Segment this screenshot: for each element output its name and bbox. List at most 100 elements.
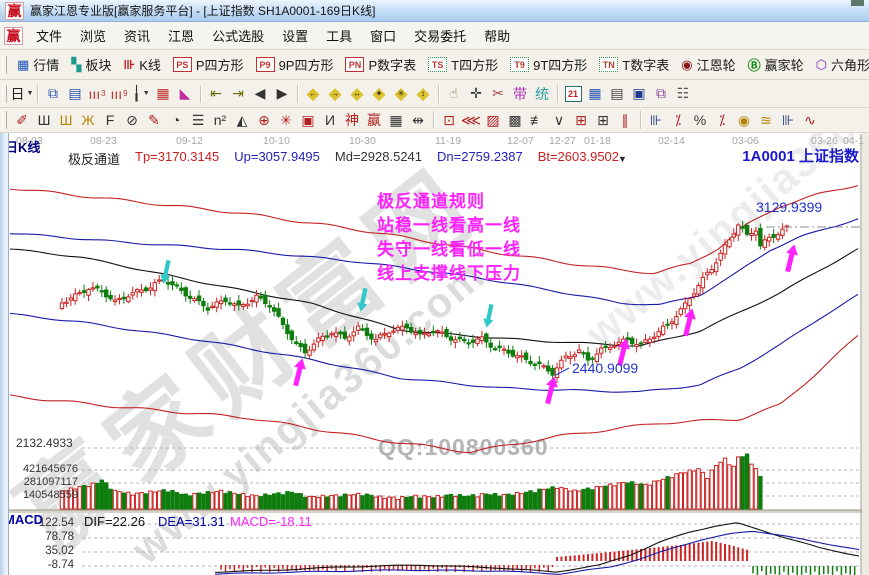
candle-style-icon[interactable]: ╽ ▼ xyxy=(132,85,150,101)
toolbar-button-label: P数字表 xyxy=(368,58,417,73)
toolbar-button-赢家轮[interactable]: Ⓑ 赢家轮 xyxy=(742,55,810,74)
kline-chart[interactable] xyxy=(0,133,869,575)
menu-8[interactable]: 交易委托 xyxy=(414,29,467,44)
parallel-lines-icon[interactable]: ∥ xyxy=(621,111,629,128)
toolbar-grip[interactable] xyxy=(2,55,7,74)
notes-icon[interactable]: ▤ xyxy=(610,85,624,101)
fit-all-icon[interactable]: ◆ ✦ xyxy=(372,83,386,103)
zoom-out-icon[interactable]: ◆ ✳ xyxy=(394,83,408,103)
stats-tool-icon[interactable]: 统 xyxy=(535,85,549,102)
gann-fan-icon[interactable]: ◔ xyxy=(171,112,181,128)
shen-stamp-icon[interactable]: 神 xyxy=(345,112,359,128)
chart-left-scroll-strip[interactable] xyxy=(0,133,9,575)
pen-tool-icon[interactable]: ✐ xyxy=(16,111,28,128)
shaded-box-dark-icon[interactable]: ▩ xyxy=(508,111,522,128)
number-grid-icon[interactable]: ▦ xyxy=(389,111,403,128)
toolbar-button-9T四方形[interactable]: T9 9T四方形 xyxy=(504,55,593,74)
go-first-icon[interactable]: ⇤ xyxy=(210,85,222,101)
shaded-box-red-icon[interactable]: ▨ xyxy=(486,111,500,128)
save-icon[interactable]: ▣ xyxy=(632,85,646,101)
gold-lines-2-icon[interactable]: Ж xyxy=(81,112,95,128)
annotation-line: 极反通道规则 xyxy=(377,192,485,211)
hexagon-icon: ⬡ xyxy=(815,56,827,72)
menu-3[interactable]: 江恩 xyxy=(168,29,195,44)
menu-9[interactable]: 帮助 xyxy=(484,29,511,44)
window-style-icon[interactable]: ⧉ xyxy=(48,85,58,101)
toolbar-button-P四方形[interactable]: PS P四方形 xyxy=(167,55,250,74)
pencil-lines-icon[interactable]: ≢ xyxy=(530,112,544,128)
zigzag-tool-icon[interactable]: ∨ xyxy=(553,111,565,128)
menu-0[interactable]: 文件 xyxy=(36,29,63,44)
color-kline-icon[interactable]: ◣ xyxy=(179,85,191,101)
copy-chart-icon[interactable]: ⧉ xyxy=(656,85,666,101)
menu-1[interactable]: 浏览 xyxy=(80,29,107,44)
percent-tool-icon[interactable]: % xyxy=(693,112,707,128)
diamond-arrow-glyph: ↔ xyxy=(353,88,361,98)
calendar-icon[interactable]: 21 xyxy=(562,84,584,104)
menu-4[interactable]: 公式选股 xyxy=(212,29,265,44)
toolbar-button-T数字表[interactable]: TN T数字表 xyxy=(593,55,675,74)
pan-left-icon[interactable]: ◆ ← xyxy=(306,83,320,103)
go-prev-icon[interactable]: ◀ xyxy=(254,85,266,101)
go-last-icon[interactable]: ⇥ xyxy=(232,85,244,101)
ribbon-tool-icon[interactable]: 带 xyxy=(513,85,527,102)
toolbar-button-行情[interactable]: ▦ 行情 xyxy=(11,55,65,74)
gold-coin-icon[interactable]: ◉ xyxy=(737,111,751,128)
toolbar-button-9P四方形[interactable]: P9 9P四方形 xyxy=(250,55,340,74)
toolbar-grip[interactable] xyxy=(2,111,7,129)
toolbar-button-六角形[interactable]: ⬡ 六角形 xyxy=(810,55,869,74)
percent-line-2-icon[interactable]: ⁒ xyxy=(718,111,726,128)
volume-tool-icon[interactable]: ⊪ xyxy=(781,111,795,128)
toolbar-button-label: 江恩轮 xyxy=(696,58,736,73)
toolbar-button-板块[interactable]: ▚ 板块 xyxy=(65,55,117,74)
zoom-horizontal-icon[interactable]: ◆ ↔ xyxy=(350,83,364,103)
toolbar-button-K线[interactable]: ⊪ K线 xyxy=(117,55,167,74)
macd-scale-value: 122.54 xyxy=(38,517,74,529)
menu-6[interactable]: 工具 xyxy=(326,29,353,44)
menu-2[interactable]: 资讯 xyxy=(124,29,151,44)
pattern-tool-icon[interactable]: ▦ xyxy=(156,85,170,101)
zoom-vertical-icon[interactable]: ◆ ↕ xyxy=(416,83,430,103)
hline-tool-icon[interactable]: ☰ xyxy=(191,111,205,128)
target-circle-icon[interactable]: ⊕ xyxy=(258,111,270,128)
triangle-tool-icon[interactable]: ◭ xyxy=(236,111,248,128)
fibonacci-tool-icon[interactable]: F xyxy=(105,112,115,128)
clip-tool-icon[interactable]: ✂ xyxy=(492,85,504,101)
wave-mark-icon[interactable]: И xyxy=(324,112,336,128)
width-arrows-icon[interactable]: ⇹ xyxy=(412,111,424,128)
box-tool-icon[interactable]: ⊡ xyxy=(443,111,455,128)
toolbar-button-P数字表[interactable]: PN P数字表 xyxy=(339,55,422,74)
wave-tool-icon[interactable]: ∿ xyxy=(804,111,816,128)
ray-fan-icon[interactable]: ⋘ xyxy=(461,111,481,128)
watermark-qq: QQ:100800360 xyxy=(378,434,549,460)
print-icon[interactable]: ☷ xyxy=(676,85,690,101)
grid-9-icon[interactable]: ııı 9 xyxy=(110,85,128,102)
toolbar-button-江恩轮[interactable]: ◉ 江恩轮 xyxy=(675,55,741,74)
spiderweb-tool-icon[interactable]: ✳ xyxy=(280,111,292,128)
info-panel-icon[interactable]: ▤ xyxy=(68,85,82,101)
gold-lines-1-icon[interactable]: Ш xyxy=(59,112,73,128)
menu-5[interactable]: 设置 xyxy=(282,29,309,44)
menu-7[interactable]: 窗口 xyxy=(370,29,397,44)
crosshair-tool-icon[interactable]: ✛ xyxy=(470,85,482,101)
calculator-icon[interactable]: ▦ xyxy=(588,85,602,101)
toolbar-button-T四方形[interactable]: TS T四方形 xyxy=(422,55,504,74)
hand-tool-icon[interactable]: ☝ xyxy=(449,85,459,101)
grid-dark-icon[interactable]: ⊞ xyxy=(597,111,609,128)
macd-scale-value: 35.02 xyxy=(45,545,74,557)
square-numbers-icon[interactable]: n² xyxy=(213,112,227,128)
period-selector-icon[interactable]: 日 ▼ xyxy=(10,85,34,102)
pan-right-icon[interactable]: ◆ → xyxy=(328,83,342,103)
circle-tool-icon[interactable]: ⊘ xyxy=(126,111,138,128)
grid-red-icon[interactable]: ⊞ xyxy=(575,111,587,128)
stats-bars-icon[interactable]: ⊪ xyxy=(649,111,663,128)
pencil-tool-icon[interactable]: ✎ xyxy=(148,111,160,128)
square-target-icon[interactable]: ▣ xyxy=(301,111,315,128)
gold-wave-icon[interactable]: ≊ xyxy=(760,111,772,128)
go-next-icon[interactable]: ▶ xyxy=(276,85,288,101)
gann-lines-icon[interactable]: Ш xyxy=(37,112,51,128)
grid-3-icon[interactable]: ııı 3 xyxy=(88,85,106,102)
percent-line-1-icon[interactable]: ⁒ xyxy=(674,111,682,128)
toolbar-grip[interactable] xyxy=(2,84,7,103)
ying-stamp-icon[interactable]: 赢 xyxy=(367,112,381,128)
